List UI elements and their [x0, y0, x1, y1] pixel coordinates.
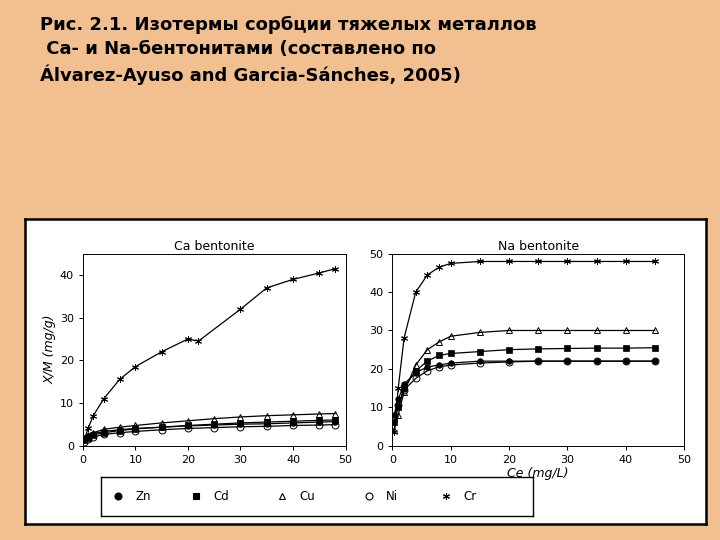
- Title: Na bentonite: Na bentonite: [498, 240, 579, 253]
- Text: Cd: Cd: [213, 490, 229, 503]
- Text: Рис. 2.1. Изотермы сорбции тяжелых металлов
 Ca- и Na-бентонитами (составлено по: Рис. 2.1. Изотермы сорбции тяжелых метал…: [40, 16, 536, 85]
- X-axis label: Ce (mg/L): Ce (mg/L): [508, 467, 569, 480]
- Text: Ni: Ni: [386, 490, 398, 503]
- Text: Zn: Zn: [135, 490, 151, 503]
- Text: Cr: Cr: [464, 490, 477, 503]
- Title: Ca bentonite: Ca bentonite: [174, 240, 254, 253]
- Text: Cu: Cu: [300, 490, 315, 503]
- Y-axis label: X/M (mg/g): X/M (mg/g): [44, 315, 57, 384]
